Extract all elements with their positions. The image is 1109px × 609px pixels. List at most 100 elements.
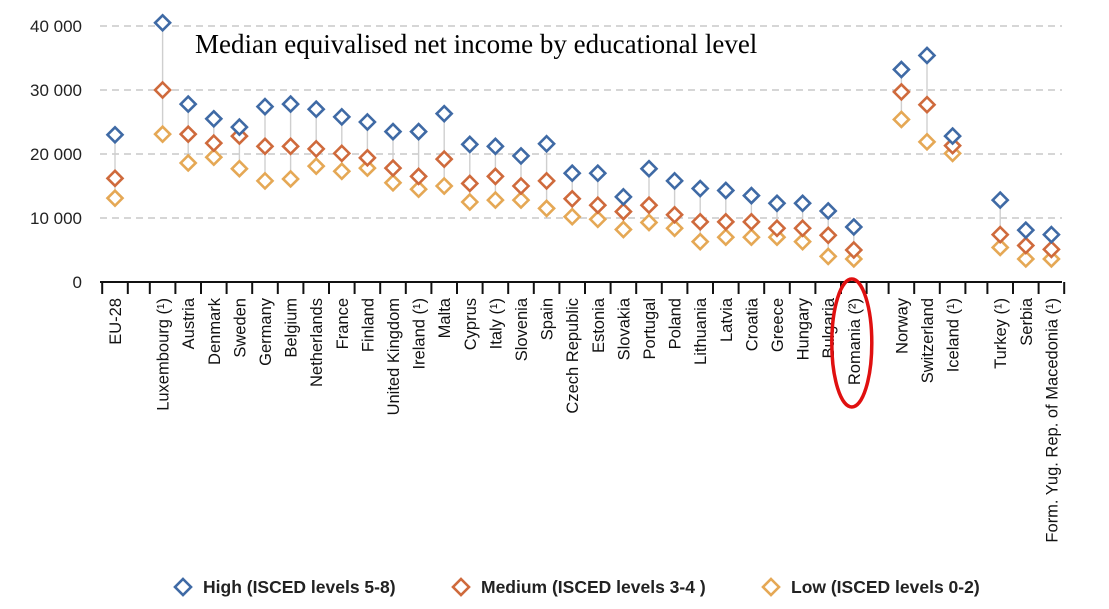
x-tick-label: Malta (436, 297, 454, 338)
x-tick-label: EU-28 (107, 298, 125, 345)
x-tick-label: United Kingdom (385, 298, 403, 415)
x-tick-label: Portugal (641, 298, 659, 359)
highlight-ellipse (830, 277, 874, 409)
data-point-high (409, 122, 428, 141)
data-point-low (1016, 249, 1036, 269)
data-point-low (460, 192, 480, 212)
grid-lines (100, 25, 1062, 219)
x-tick-label: Serbia (1018, 297, 1036, 346)
data-point-high (1042, 225, 1061, 244)
data-point-medium (767, 218, 787, 238)
data-point-low (818, 247, 838, 266)
data-point-low (665, 218, 684, 238)
x-tick-label: Netherlands (308, 298, 326, 387)
data-point-medium (537, 171, 556, 191)
x-tick-label: Cyprus (462, 298, 480, 350)
data-point-high (486, 136, 505, 156)
chart-title: Median equivalised net income by educati… (195, 29, 757, 59)
data-point-high (383, 122, 403, 141)
data-point-high (716, 181, 736, 200)
data-point-low (204, 147, 224, 167)
data-point-low (383, 173, 403, 193)
data-point-low (434, 176, 454, 196)
data-point-medium (383, 158, 403, 178)
data-point-medium (204, 133, 224, 153)
data-point-high (332, 107, 352, 127)
data-point-high (665, 171, 684, 191)
data-point-medium (588, 195, 608, 215)
legend: High (ISCED levels 5-8) Medium (ISCED lev… (173, 577, 980, 597)
x-tick-label: Iceland (¹) (945, 298, 963, 372)
data-point-low (230, 159, 249, 179)
x-tick-label: Ireland (¹) (411, 298, 429, 370)
data-point-high (153, 13, 172, 33)
data-point-low (990, 238, 1010, 257)
data-point-low (690, 232, 710, 252)
data-point-low (409, 179, 428, 199)
y-axis-ticks: 0 10 000 20 000 30 000 40 000 (30, 17, 82, 292)
data-point-medium (917, 95, 937, 115)
x-tick-label: France (334, 298, 352, 349)
data-point-high (204, 109, 224, 129)
data-point-medium (434, 149, 454, 169)
data-point-low (255, 171, 275, 191)
data-point-low (639, 213, 659, 232)
data-point-low (562, 207, 582, 227)
data-markers (105, 13, 1061, 269)
legend-marker (451, 577, 471, 597)
data-point-high (358, 112, 377, 132)
y-tick-label: 20 000 (30, 145, 82, 164)
data-point-medium (1016, 236, 1036, 255)
data-point-high (562, 163, 582, 183)
data-point-medium (716, 212, 736, 232)
data-point-medium (358, 148, 377, 168)
data-point-low (332, 161, 352, 181)
data-point-medium (639, 195, 659, 215)
data-point-high (281, 94, 300, 114)
data-point-high (306, 99, 326, 119)
x-tick-label: Estonia (590, 297, 608, 353)
data-point-high (105, 125, 125, 145)
y-tick-label: 10 000 (30, 209, 82, 228)
x-axis-labels: EU-28 Luxembourg (¹) Austria Denmark Sweden G… (107, 297, 1061, 542)
x-tick-label: Slovakia (615, 297, 633, 360)
x-tick-label: Lithuania (692, 297, 710, 365)
data-point-high (1016, 220, 1036, 240)
data-point-high (917, 46, 937, 65)
x-tick-label: Switzerland (919, 298, 937, 383)
legend-label: Medium (ISCED levels 3-4 ) (481, 577, 706, 597)
x-tick-label: Norway (893, 297, 911, 354)
data-point-low (358, 158, 377, 178)
y-tick-label: 30 000 (30, 81, 82, 100)
data-point-high (818, 201, 838, 221)
y-tick-label: 40 000 (30, 17, 82, 36)
legend-label: High (ISCED levels 5-8) (203, 577, 396, 597)
data-point-high (844, 217, 864, 237)
data-point-medium (990, 225, 1010, 244)
data-point-medium (690, 212, 710, 232)
x-tick-label: Romania (²) (846, 298, 864, 385)
data-point-high (892, 60, 911, 79)
data-point-medium (281, 136, 300, 156)
data-point-low (742, 227, 761, 247)
data-point-high (639, 159, 659, 179)
data-point-high (767, 193, 787, 213)
data-point-high (255, 97, 275, 116)
data-point-medium (943, 136, 962, 156)
data-point-medium (665, 205, 684, 225)
data-point-medium (255, 136, 275, 156)
x-axis (100, 281, 1066, 294)
legend-marker (761, 577, 781, 597)
data-point-high (742, 186, 761, 205)
x-tick-label: Italy (¹) (487, 298, 505, 349)
legend-label: Low (ISCED levels 0-2) (791, 577, 980, 597)
data-point-medium (306, 139, 326, 159)
data-point-high (943, 126, 962, 146)
x-tick-label: Luxembourg (¹) (155, 298, 173, 411)
data-point-medium (511, 176, 531, 196)
data-point-high (793, 193, 812, 213)
x-tick-label: Poland (667, 298, 685, 349)
x-tick-label: Latvia (718, 297, 736, 342)
x-tick-label: Czech Republic (564, 298, 582, 414)
